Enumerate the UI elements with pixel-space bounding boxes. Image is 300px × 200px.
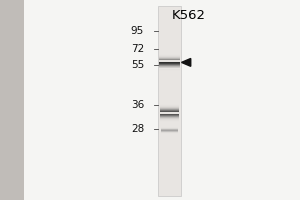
Text: K562: K562 bbox=[172, 9, 206, 22]
Bar bbox=[160, 104, 179, 105]
Bar bbox=[160, 117, 179, 118]
Bar bbox=[159, 58, 180, 59]
Bar bbox=[159, 67, 180, 68]
Text: 95: 95 bbox=[131, 26, 144, 36]
Bar bbox=[159, 64, 180, 65]
Text: 36: 36 bbox=[131, 100, 144, 110]
Bar bbox=[0, 0, 24, 200]
Bar bbox=[160, 108, 179, 109]
Text: 55: 55 bbox=[131, 60, 144, 70]
Bar bbox=[160, 105, 179, 106]
Bar bbox=[159, 71, 180, 72]
Bar bbox=[160, 114, 179, 115]
Bar bbox=[159, 70, 180, 71]
Text: 28: 28 bbox=[131, 124, 144, 134]
Bar bbox=[159, 62, 180, 63]
Bar bbox=[160, 116, 179, 117]
Bar bbox=[160, 109, 179, 110]
Bar bbox=[158, 6, 181, 196]
Bar bbox=[160, 122, 179, 123]
Bar bbox=[159, 65, 180, 66]
Bar bbox=[159, 56, 180, 57]
Polygon shape bbox=[182, 58, 191, 66]
Bar bbox=[159, 69, 180, 70]
Bar bbox=[160, 110, 179, 111]
Bar bbox=[160, 115, 179, 116]
Bar bbox=[160, 118, 179, 119]
Bar bbox=[160, 111, 179, 112]
Bar bbox=[160, 103, 179, 104]
Bar bbox=[159, 57, 180, 58]
Bar bbox=[159, 59, 180, 60]
Bar bbox=[160, 120, 179, 121]
Text: 72: 72 bbox=[131, 44, 144, 54]
Bar bbox=[159, 66, 180, 67]
Bar bbox=[159, 63, 180, 64]
Bar bbox=[159, 54, 180, 55]
Bar bbox=[160, 119, 179, 120]
Bar bbox=[160, 106, 179, 107]
Bar bbox=[160, 121, 179, 122]
Bar bbox=[159, 55, 180, 56]
Bar bbox=[160, 107, 179, 108]
